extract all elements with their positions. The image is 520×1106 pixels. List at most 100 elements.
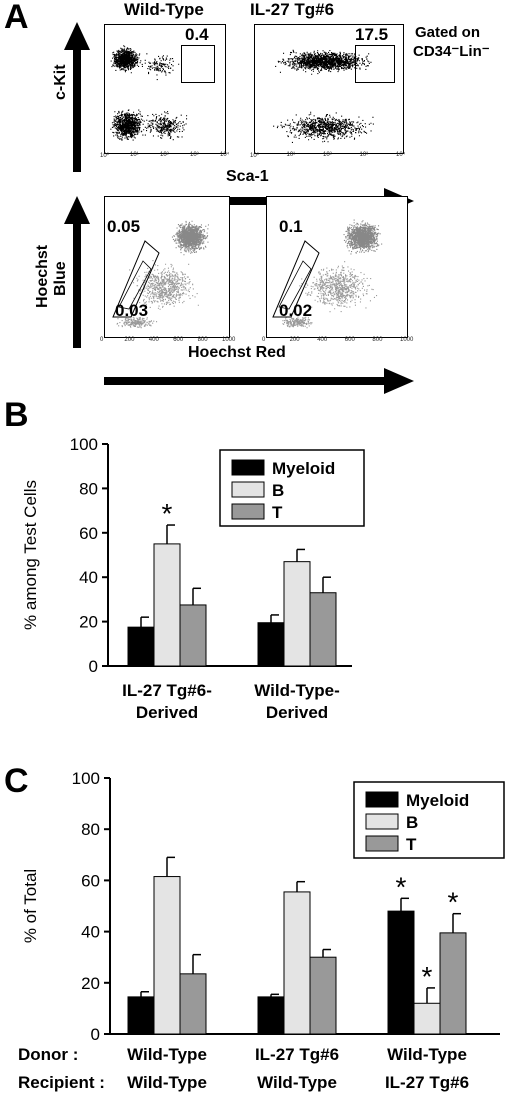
bar-t (439, 932, 467, 1035)
axis-tick-label: 10³ (190, 152, 199, 158)
donor-label: Wild-Type (127, 1045, 207, 1064)
lsk-gate-box (355, 45, 395, 83)
y-tick-label: 80 (81, 820, 100, 839)
hoechst-blue-axis-arrow (64, 196, 90, 348)
wild-type-column-title: Wild-Type (124, 0, 204, 19)
legend-label: Myeloid (406, 791, 469, 810)
tg-sp-inner-percent: 0.02 (279, 301, 313, 320)
facs-plot-tg-lsk: 17.5 (254, 24, 404, 154)
chart-panel-c: 0 20 40 60 80 100 % of Total * * * Myeloid BT Donor … (18, 769, 505, 1092)
y-tick-label: 40 (79, 568, 98, 587)
wt-sp-inner-percent: 0.03 (115, 301, 149, 320)
bar-b (413, 1002, 441, 1035)
bar-myeloid (257, 996, 285, 1035)
donor-label: IL-27 Tg#6 (255, 1045, 339, 1064)
significance-star: * (422, 961, 433, 992)
axis-tick-label: 600 (173, 337, 184, 343)
y-tick-label: 100 (70, 435, 98, 454)
dot-cloud (110, 109, 145, 141)
linear-tick-row: 0 200 400 600 800 1000 (262, 337, 414, 347)
bar-myeloid (257, 622, 285, 667)
axis-tick-label: 10² (160, 152, 169, 158)
legend-label: B (272, 481, 284, 500)
log-tick-row: 10⁰ 10¹ 10² 10³ 10⁴ (100, 152, 230, 162)
dot-cloud (116, 316, 158, 329)
y-tick-label: 40 (81, 923, 100, 942)
dot-cloud (275, 49, 372, 75)
axis-tick-label: 400 (317, 337, 328, 343)
dot-cloud (171, 220, 209, 256)
dot-cloud (141, 53, 180, 81)
legend-swatch (365, 813, 399, 830)
axis-tick-label: 200 (124, 337, 135, 343)
y-tick-label: 0 (89, 657, 98, 676)
lsk-gate-box (181, 45, 215, 83)
axis-tick-label: 600 (344, 337, 355, 343)
axis-tick-label: 800 (372, 337, 383, 343)
wt-lsk-percent: 0.4 (185, 25, 209, 44)
tg-lsk-percent: 17.5 (355, 25, 389, 44)
bar-t (179, 973, 207, 1035)
donor-label: Wild-Type (387, 1045, 467, 1064)
bar-b (153, 876, 181, 1035)
hoechst-red-axis-arrow (104, 368, 414, 394)
linear-tick-row: 0 200 400 600 800 1000 (100, 337, 235, 347)
bar-t (309, 592, 337, 667)
legend-swatch (365, 791, 399, 808)
axis-tick-label: 10⁴ (396, 152, 406, 158)
y-tick-label: 80 (79, 479, 98, 498)
facs-plot-wt-lsk: 0.4 (104, 24, 226, 154)
legend-label: T (272, 503, 283, 522)
bar-myeloid (127, 996, 155, 1035)
ckit-axis-arrow (64, 22, 90, 172)
axis-tick-label: 10⁰ (250, 153, 260, 159)
legend-label: B (406, 813, 418, 832)
x-row-label: Recipient : (18, 1073, 105, 1092)
dot-cloud (343, 219, 383, 255)
dot-cloud (273, 111, 374, 143)
side-population-gate (272, 240, 320, 318)
axis-tick-label: 200 (289, 337, 300, 343)
axis-tick-label: 10² (323, 152, 332, 158)
axis-tick-label: 800 (197, 337, 208, 343)
axis-tick-label: 0 (100, 337, 104, 343)
recipient-label: Wild-Type (257, 1073, 337, 1092)
sca1-axis-label: Sca-1 (226, 168, 269, 185)
axis-tick-label: 1000 (400, 337, 414, 343)
axis-tick-label: 10¹ (130, 152, 139, 158)
legend-label: T (406, 835, 417, 854)
bar-b (153, 543, 181, 667)
bar-myeloid (387, 910, 415, 1035)
bar-t (309, 956, 337, 1035)
dot-cloud (282, 316, 313, 329)
axis-tick-label: 10⁰ (100, 153, 110, 159)
dot-cloud (110, 45, 142, 74)
significance-star: * (448, 887, 459, 918)
legend-swatch (231, 503, 265, 520)
bar-b (283, 891, 311, 1035)
axis-tick-label: 10¹ (286, 152, 296, 158)
il27-tg-column-title: IL-27 Tg#6 (250, 0, 335, 19)
y-tick-label: 20 (81, 974, 100, 993)
axis-tick-label: 10³ (359, 152, 369, 158)
y-tick-label: 100 (72, 769, 100, 788)
hoechst-blue-label-line1: Hoechst (34, 244, 51, 308)
axis-tick-label: 400 (148, 337, 159, 343)
axis-tick-label: 10⁴ (220, 152, 230, 158)
y-axis-label: % of Total (21, 869, 40, 943)
x-group-label: Derived (136, 703, 198, 722)
y-tick-label: 0 (91, 1025, 100, 1044)
ckit-axis-label: c-Kit (52, 64, 69, 100)
gate-note-line1: Gated on (415, 24, 481, 41)
legend-swatch (365, 835, 399, 852)
legend-swatch (231, 459, 265, 476)
significance-star: * (396, 871, 407, 902)
x-group-label: Wild-Type- (254, 681, 339, 700)
facs-plot-wt-sp: 0.05 0.03 (104, 196, 230, 338)
hoechst-red-axis-label: Hoechst Red (188, 344, 286, 361)
dot-cloud (299, 261, 378, 313)
dot-cloud (139, 111, 188, 141)
legend-swatch (231, 481, 265, 498)
hoechst-blue-label-line2: Blue (52, 261, 69, 296)
x-row-label: Donor : (18, 1045, 78, 1064)
